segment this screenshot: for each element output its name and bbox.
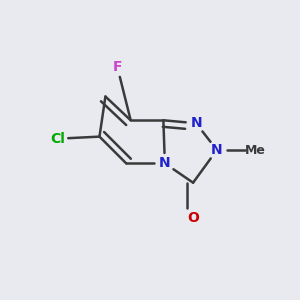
Text: Cl: Cl — [50, 132, 65, 146]
Text: N: N — [190, 116, 202, 130]
Text: N: N — [211, 143, 223, 157]
Text: F: F — [112, 60, 122, 74]
Text: O: O — [187, 212, 199, 225]
Text: N: N — [159, 156, 171, 170]
Text: Me: Me — [245, 143, 266, 157]
